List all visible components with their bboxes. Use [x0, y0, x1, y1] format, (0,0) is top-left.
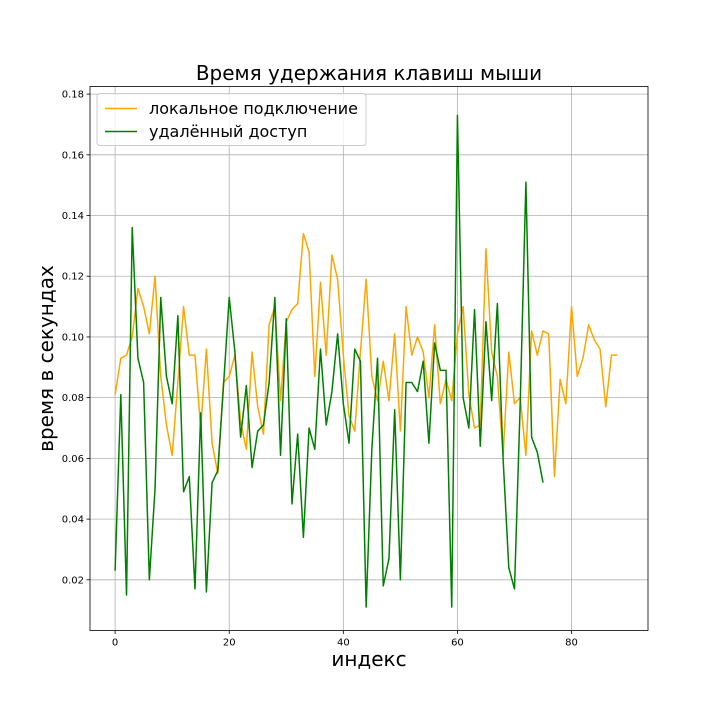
series-line-1 — [114, 114, 544, 608]
y-tick-label: 0.16 — [62, 150, 84, 161]
y-tick-label: 0.12 — [62, 272, 84, 283]
y-tick-label: 0.02 — [62, 575, 84, 586]
y-tick-label: 0.14 — [62, 211, 84, 222]
x-tick-label: 40 — [337, 638, 350, 649]
series-layer — [114, 114, 618, 608]
x-tick-label: 20 — [223, 638, 236, 649]
x-tick-label: 60 — [451, 638, 464, 649]
chart-title: Время удержания клавиш мыши — [196, 61, 542, 85]
series-line-0 — [114, 232, 618, 478]
y-tick-label: 0.10 — [62, 332, 84, 343]
ticks: 0 20 40 60 80 0.02 0.04 0.06 0.08 0.10 0.12 0.14 0.1… — [62, 90, 578, 649]
legend-label-0: локальное подключение — [149, 99, 358, 118]
y-tick-label: 0.18 — [62, 90, 84, 101]
y-tick-label: 0.06 — [62, 454, 84, 465]
x-tick-label: 80 — [565, 638, 578, 649]
y-axis-label: время в секундах — [34, 265, 58, 452]
x-axis-label: индекс — [331, 647, 406, 671]
legend: локальное подключение удалённый доступ — [96, 93, 367, 146]
y-tick-label: 0.04 — [62, 515, 84, 526]
plot-frame — [89, 86, 649, 631]
legend-box — [96, 93, 367, 146]
y-tick-label: 0.08 — [62, 393, 84, 404]
x-tick-label: 0 — [112, 638, 118, 649]
legend-label-1: удалённый доступ — [149, 122, 307, 141]
